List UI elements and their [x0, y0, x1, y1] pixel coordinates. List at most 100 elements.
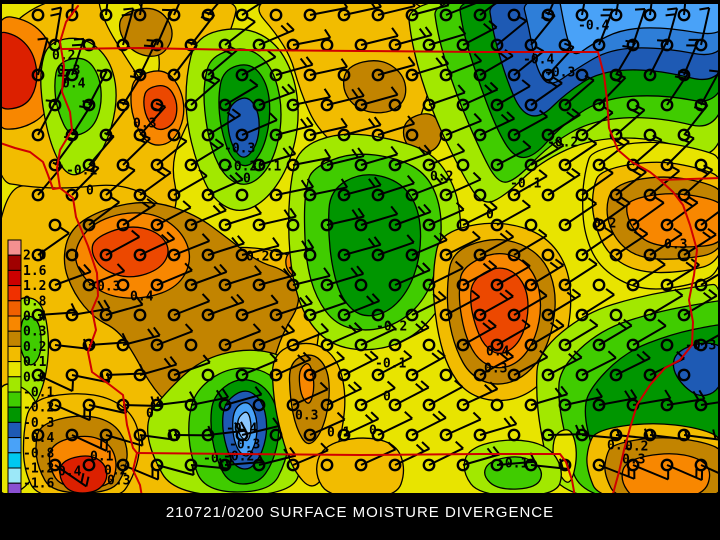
wind-barb-tick	[707, 227, 717, 236]
station-circle	[609, 188, 623, 202]
wind-barb-tick	[504, 289, 514, 298]
wind-barb-tick	[456, 143, 466, 152]
wind-barb-tick	[406, 234, 415, 244]
station-circle	[116, 458, 130, 472]
colorbar-swatch	[7, 254, 22, 271]
wind-barb-tick	[73, 37, 84, 41]
station-circle	[439, 368, 453, 382]
station-circle	[337, 128, 351, 142]
wind-barb-tick	[517, 15, 527, 22]
wind-barb-tick	[625, 39, 636, 44]
wind-barb-tick	[544, 11, 556, 17]
wind-barb-tick	[288, 266, 297, 276]
contour-label: -0.2	[376, 320, 407, 335]
station-circle	[405, 68, 419, 82]
station-circle	[252, 158, 266, 172]
wind-barb-tick	[566, 291, 576, 300]
wind-barb-tick	[143, 44, 155, 48]
wind-barb-tick	[555, 138, 565, 147]
station-circle	[167, 308, 181, 322]
station-circle	[133, 368, 147, 382]
wind-barb-tick	[698, 168, 709, 175]
wind-barb-tick	[307, 239, 315, 249]
colorbar-swatch	[7, 361, 22, 378]
colorbar-legend: 2.01.61.20.80.40.30.20.10.0-0.1-0.2-0.3-…	[7, 239, 54, 499]
wind-barb-staff	[496, 85, 531, 106]
wind-barb-tick	[432, 413, 442, 422]
station-circle	[235, 308, 249, 322]
station-circle	[150, 158, 164, 172]
contour-fill-layer	[0, 0, 720, 503]
wind-barb-tick	[472, 411, 482, 421]
wind-barb-tick	[488, 259, 498, 268]
colorbar-swatch	[7, 300, 22, 317]
station-circle	[524, 38, 538, 52]
contour-label: 0.3	[295, 409, 318, 424]
station-circle	[439, 308, 453, 322]
wind-barb-staff	[105, 434, 143, 447]
colorbar-swatch	[7, 467, 22, 484]
state-boundary	[597, 51, 698, 498]
wind-barb-tick	[423, 203, 432, 213]
station-circle	[643, 188, 657, 202]
wind-barb-tick	[699, 6, 710, 11]
wind-barb-tick	[683, 200, 694, 208]
wind-barb-staff	[88, 270, 125, 286]
wind-barb-tick	[488, 200, 498, 209]
wind-barb-tick	[340, 58, 348, 68]
wind-barb-staff	[105, 303, 143, 316]
wind-barb-tick	[151, 106, 162, 113]
wind-barb-staff	[105, 236, 140, 256]
wind-barb-tick	[338, 294, 347, 304]
wind-barb-tick	[559, 47, 570, 53]
wind-barb-tick	[387, 321, 397, 330]
colorbar-swatch	[7, 376, 22, 393]
wind-barb-tick	[146, 39, 157, 42]
station-circle	[320, 338, 334, 352]
station-circle	[456, 218, 470, 232]
wind-barb-tick	[506, 111, 516, 120]
station-circle	[694, 458, 708, 472]
station-circle	[235, 68, 249, 82]
frame-right	[718, 0, 720, 540]
wind-barb-tick	[135, 296, 144, 306]
contour-label: 0	[146, 407, 154, 422]
station-circle	[269, 8, 283, 22]
station-circle	[184, 218, 198, 232]
wind-barb-tick	[304, 294, 313, 304]
station-circle	[99, 308, 113, 322]
wind-barb-tick	[667, 7, 678, 11]
station-circle	[116, 338, 130, 352]
colorbar-swatch	[7, 406, 22, 423]
wind-barb-tick	[351, 148, 359, 159]
wind-barb-tick	[431, 352, 441, 361]
wind-barb-staff	[224, 272, 262, 286]
station-circle	[677, 368, 691, 382]
wind-barb-staff	[292, 449, 329, 466]
station-circle	[150, 278, 164, 292]
station-circle	[575, 368, 589, 382]
station-circle	[65, 188, 79, 202]
station-circle	[626, 218, 640, 232]
station-circle	[439, 428, 453, 442]
station-circle	[82, 218, 96, 232]
wind-barb-tick	[218, 458, 224, 469]
wind-barb-staff	[564, 202, 598, 226]
station-circle	[558, 398, 572, 412]
wind-barb-staff	[241, 359, 278, 376]
wind-barb-tick	[198, 169, 208, 177]
wind-barb-tick	[201, 293, 211, 302]
wind-barb-tick	[357, 207, 365, 218]
contour-label: -0.3	[224, 142, 255, 157]
wind-barb-staff	[156, 206, 192, 226]
wind-barb-tick	[499, 292, 509, 301]
wind-barb-tick	[634, 7, 646, 11]
station-circle	[541, 308, 555, 322]
wind-barb-tick	[684, 133, 695, 140]
wind-barb-staff	[88, 70, 108, 106]
wind-barb-tick	[336, 411, 346, 421]
wind-barb-tick	[471, 230, 481, 239]
contour-label: -0.1	[375, 357, 406, 372]
wind-barb-tick	[156, 170, 167, 178]
wind-barb-staff	[224, 212, 262, 226]
